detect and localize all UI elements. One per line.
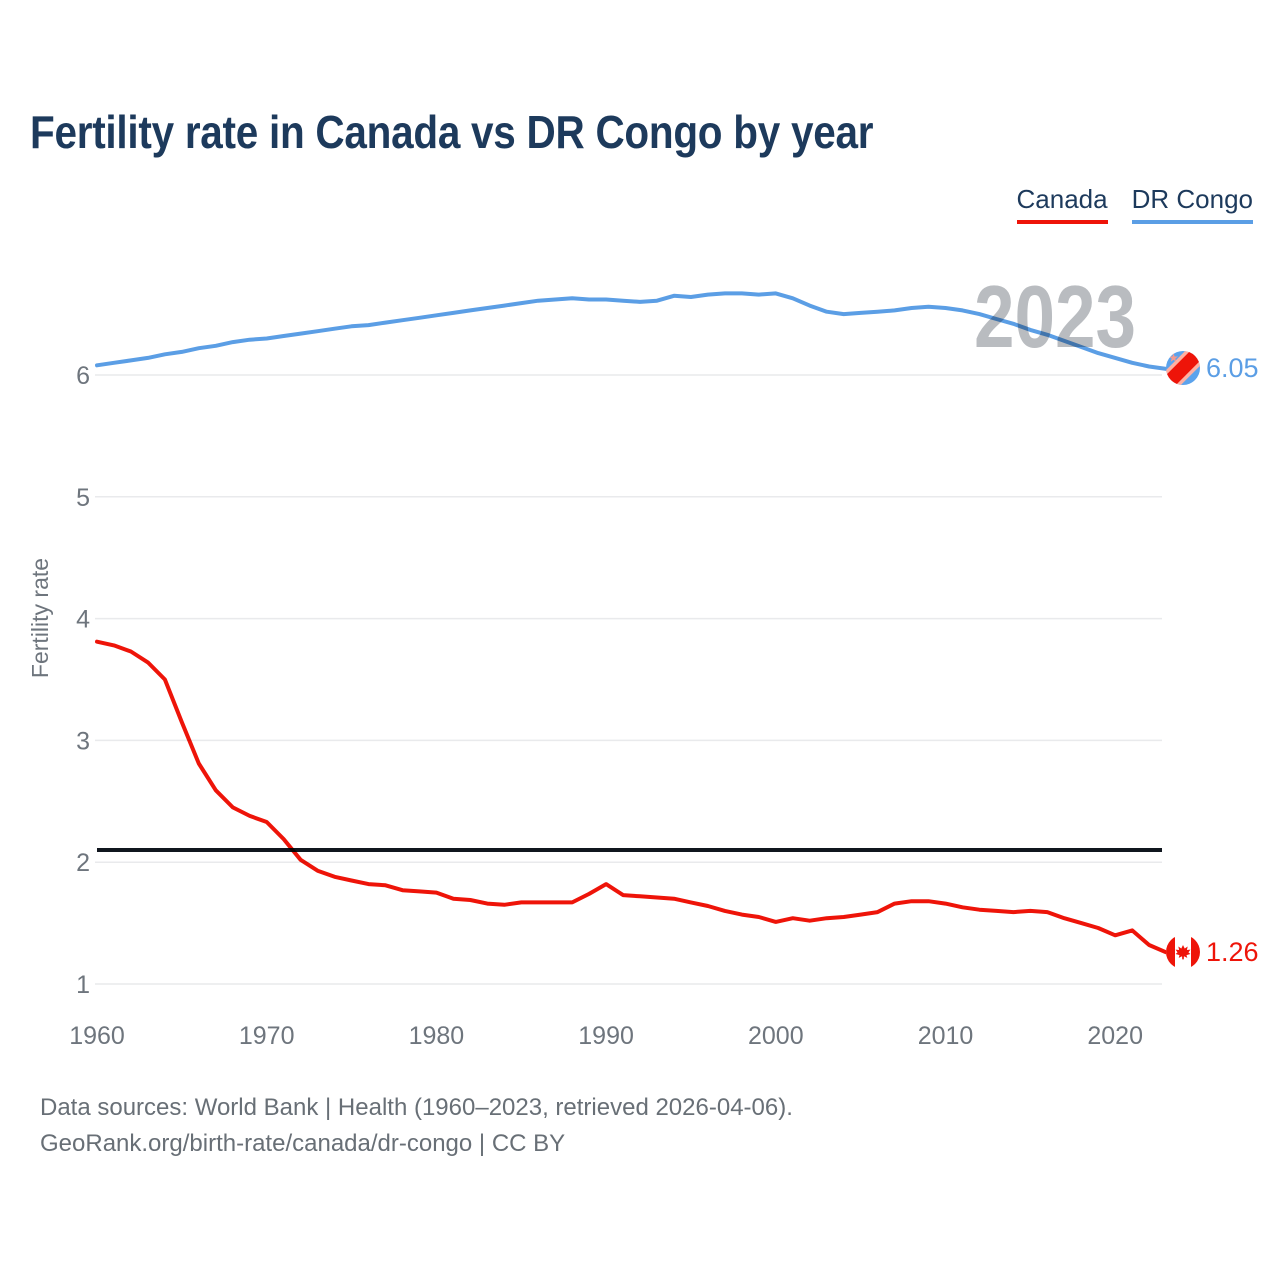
y-tick-label: 5 [76, 484, 90, 512]
dr-congo-line [95, 291, 1169, 371]
drc-flag-star [1168, 353, 1179, 362]
canada-line [95, 639, 1169, 955]
y-axis-title: Fertility rate [27, 558, 53, 678]
canada-flag-right-band [1191, 935, 1200, 969]
gridlines: 1 2 3 4 5 6 [76, 362, 1162, 999]
canada-flag-left-band [1166, 935, 1175, 969]
legend-item-dr-congo[interactable]: DR Congo [1131, 184, 1253, 224]
legend: Canada DR Congo [1016, 184, 1253, 224]
footer: Data sources: World Bank | Health (1960–… [40, 1090, 793, 1162]
canada-end-value: 1.26 [1206, 937, 1259, 967]
canada-flag-maple-leaf [1175, 944, 1191, 960]
y-tick-label: 2 [76, 849, 90, 877]
watermark-year: 2023 [974, 267, 1136, 366]
x-tick-label: 1990 [578, 1022, 634, 1050]
x-tick-label: 1960 [69, 1022, 125, 1050]
footer-attribution-line: GeoRank.org/birth-rate/canada/dr-congo |… [40, 1130, 566, 1157]
x-tick-label: 1970 [239, 1022, 295, 1050]
x-tick-label: 2000 [748, 1022, 804, 1050]
y-tick-label: 1 [76, 971, 90, 999]
x-tick-label: 2010 [918, 1022, 974, 1050]
canada-flag-icon [1166, 935, 1200, 969]
legend-item-canada[interactable]: Canada [1016, 184, 1108, 224]
footer-sources-line: Data sources: World Bank | Health (1960–… [40, 1094, 793, 1121]
x-tick-label: 1980 [409, 1022, 465, 1050]
x-tick-label: 2020 [1087, 1022, 1143, 1050]
series-lines [95, 291, 1169, 955]
x-axis-labels: 1960 1970 1980 1990 2000 2010 2020 [69, 1022, 1143, 1050]
y-tick-label: 4 [76, 606, 90, 634]
dr-congo-end-value: 6.05 [1206, 353, 1259, 383]
y-tick-label: 3 [76, 727, 90, 755]
page-title: Fertility rate in Canada vs DR Congo by … [30, 106, 874, 158]
y-tick-label: 6 [76, 362, 90, 390]
